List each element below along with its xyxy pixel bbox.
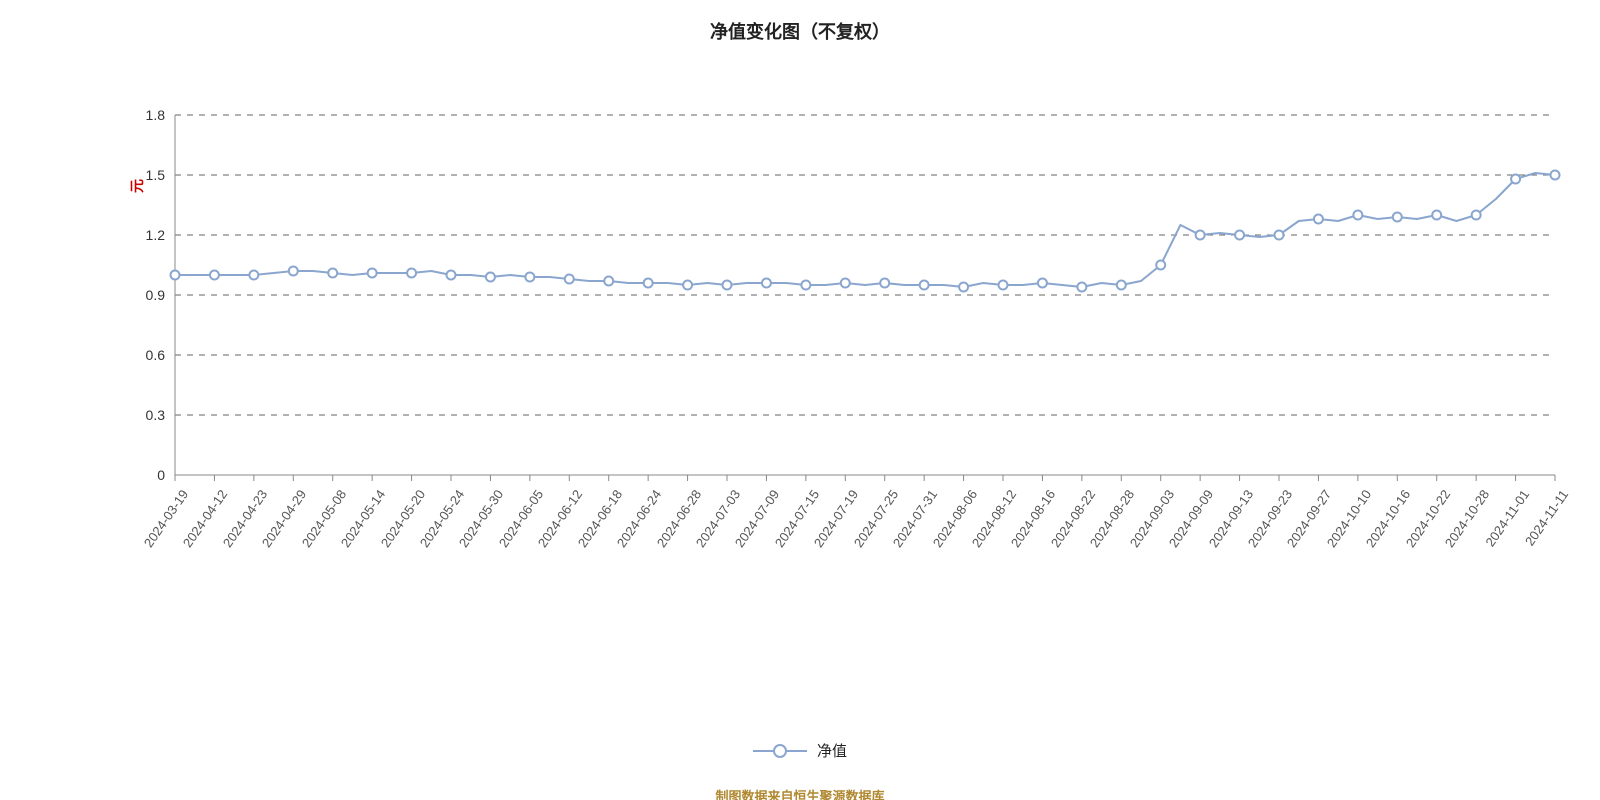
ytick-label: 0.3 xyxy=(125,407,165,423)
legend-swatch xyxy=(753,744,807,758)
legend-line-icon xyxy=(753,750,775,752)
ytick-label: 0.6 xyxy=(125,347,165,363)
ytick-label: 1.2 xyxy=(125,227,165,243)
legend-marker-icon xyxy=(773,744,787,758)
chart-plot-area xyxy=(0,0,1600,800)
legend-line-icon xyxy=(785,750,807,752)
chart-footer-note: 制图数据来自恒生聚源数据库 xyxy=(0,786,1600,800)
nav-chart: 净值变化图（不复权） 元 2024-03-192024-04-122024-04… xyxy=(0,0,1600,800)
ytick-label: 1.8 xyxy=(125,107,165,123)
ytick-label: 0 xyxy=(125,467,165,483)
ytick-label: 1.5 xyxy=(125,167,165,183)
ytick-label: 0.9 xyxy=(125,287,165,303)
legend-label: 净值 xyxy=(817,740,847,761)
chart-legend: 净值 xyxy=(0,740,1600,761)
